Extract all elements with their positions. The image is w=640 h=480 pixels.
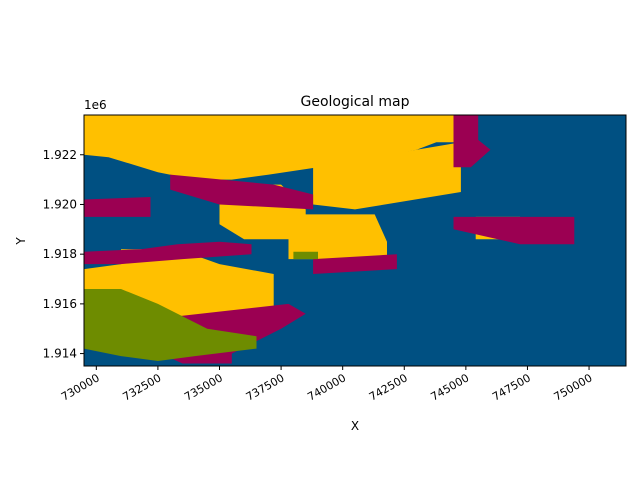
unit-region-magenta_unit-8: [84, 197, 151, 217]
chart-title: Geological map: [301, 94, 410, 110]
x-tick-label: 750000: [552, 371, 595, 403]
y-tick-label: 1.918: [43, 247, 77, 261]
unit-region-magenta_unit-7: [170, 174, 314, 210]
x-tick-label: 730000: [59, 371, 102, 403]
geological-units: [84, 115, 575, 364]
map-raster: [84, 115, 626, 366]
x-tick-label: 747500: [490, 371, 533, 403]
unit-region-green_unit-14: [293, 251, 318, 260]
unit-region-magenta_unit-6: [453, 115, 491, 168]
x-tick-label: 737500: [244, 371, 287, 403]
y-tick-label: 1.916: [43, 297, 77, 311]
unit-region-yellow_unit-0: [84, 115, 466, 180]
plot-frame: [83, 114, 627, 367]
unit-region-yellow_unit-3: [288, 214, 387, 260]
x-tick-label: 740000: [305, 371, 348, 403]
y-axis-ticks: 1.914 1.916 1.918 1.920 1.922: [43, 148, 84, 361]
y-axis-label: Y: [14, 237, 28, 246]
y-tick-label: 1.922: [43, 148, 77, 162]
x-axis-ticks: 730000 732500 735000 737500 740000 742500 7450…: [59, 366, 595, 404]
x-axis-label: X: [351, 419, 359, 433]
y-offset-base: 1e6: [84, 98, 107, 112]
x-tick-label: 745000: [428, 371, 471, 403]
y-tick-label: 1.920: [43, 197, 77, 211]
y-tick-label: 1.914: [43, 347, 77, 361]
x-tick-label: 732500: [121, 371, 164, 403]
unit-region-magenta_unit-12: [313, 254, 397, 274]
unit-region-yellow_unit-2: [313, 142, 461, 210]
unit-region-green_unit-13: [84, 289, 257, 361]
unit-region-magenta_unit-10: [84, 241, 252, 265]
x-tick-label: 735000: [182, 371, 225, 403]
x-tick-label: 742500: [367, 371, 410, 403]
y-offset-label: 1e6: [84, 98, 107, 112]
unit-region-magenta_unit-11: [453, 216, 575, 245]
